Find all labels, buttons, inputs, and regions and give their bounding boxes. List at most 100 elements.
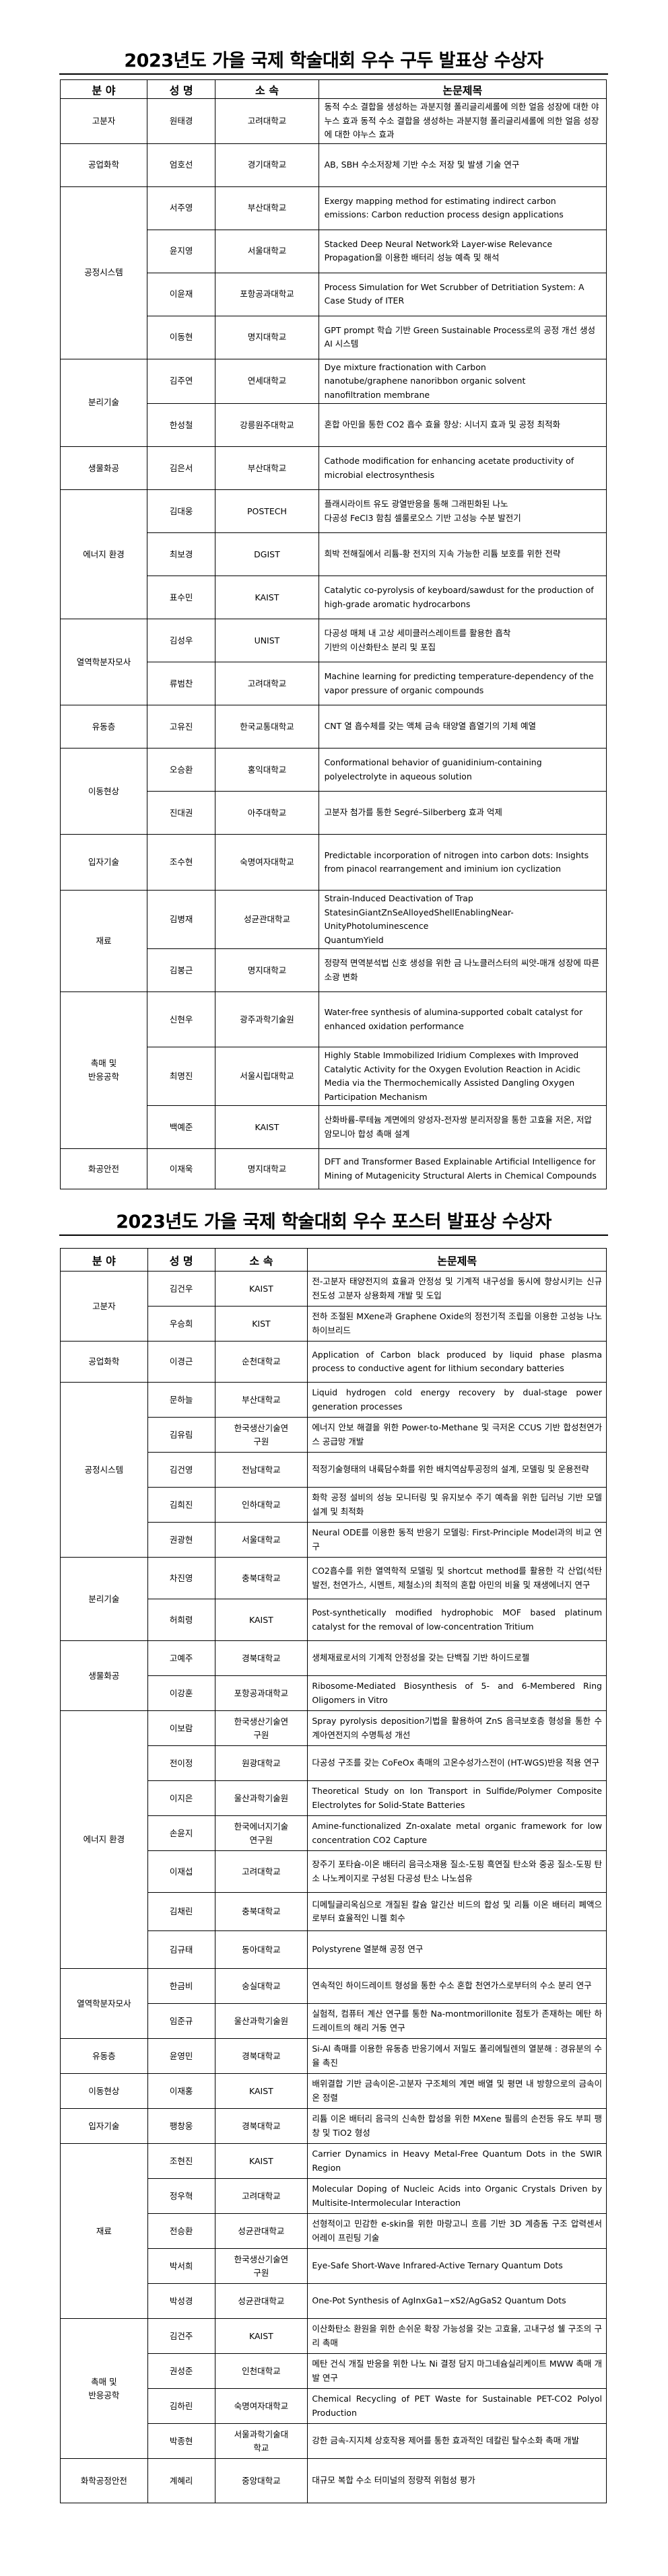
table-row: 이강훈 포항공과대학교 Ribosome-Mediated Biosynthesis… xyxy=(61,1675,607,1711)
poster-award-title: 2023년도 가을 국제 학술대회 우수 포스터 발표상 수상자 xyxy=(59,1207,608,1236)
paper-title-cell: 배위결합 기반 금속이온-고분자 구조체의 계면 배열 및 평면 내 방향으로의… xyxy=(307,2073,607,2109)
name-cell: 조현진 xyxy=(147,2143,215,2179)
affiliation-cell: 충북대학교 xyxy=(214,1892,308,1931)
name-cell: 고예주 xyxy=(147,1640,215,1676)
affiliation-cell: 연세대학교 xyxy=(215,358,319,404)
paper-title-cell: 플래시라이트 유도 광열반응을 통해 그래핀화된 나노 다공성 FeCl3 함침… xyxy=(318,489,607,533)
affiliation-cell: 한국생산기술연 구원 xyxy=(214,1710,308,1746)
name-cell: 윤지영 xyxy=(146,229,216,273)
field-cell: 분리기술 xyxy=(60,358,147,447)
table-row: 권성준 인천대학교 메탄 건식 개질 반응을 위한 나노 Ni 결정 담지 마그네슘… xyxy=(61,2353,607,2389)
affiliation-cell: 경기대학교 xyxy=(215,143,319,187)
header-field: 분 야 xyxy=(60,1248,148,1272)
table-row: 김채린 충북대학교 디메틸글리옥심으로 개질된 칼슘 알긴산 비드의 합성 및 리튬… xyxy=(61,1892,607,1931)
affiliation-cell: 고려대학교 xyxy=(214,2178,308,2214)
table-row: 화공안전 이재욱 명지대학교 DFT and Transformer Based Ex… xyxy=(60,1148,607,1189)
header-paper-title: 논문제목 xyxy=(318,79,607,99)
header-paper-title: 논문제목 xyxy=(307,1248,607,1272)
paper-title-cell: Amine-functionalized Zn-oxalate metal or… xyxy=(307,1815,607,1851)
field-cell: 입자기술 xyxy=(60,834,147,891)
paper-title-cell: Machine learning for predicting temperat… xyxy=(318,662,607,705)
table-row: 분리기술 차진영 충북대학교 CO2흡수를 위한 열역학적 모델링 및 shortcu… xyxy=(60,1557,607,1641)
name-cell: 김은서 xyxy=(146,446,216,490)
affiliation-cell: 부산대학교 xyxy=(215,186,319,230)
poster-award-table: 분 야 성 명 소 속 논문제목 고분자 김건우 KAIST 전-고분자 태양전지의 … xyxy=(60,1248,607,2503)
affiliation-cell: 부산대학교 xyxy=(215,446,319,490)
affiliation-cell: 울산과학기술원 xyxy=(214,2003,308,2039)
paper-title-cell: Exergy mapping method for estimating ind… xyxy=(318,186,607,230)
affiliation-cell: KAIST xyxy=(214,2073,308,2109)
table-row: 백예준 KAIST 산화바륨-루테늄 계면에의 양성자-전자쌍 분리저장을 통한 고… xyxy=(61,1105,607,1149)
name-cell: 문하늘 xyxy=(147,1382,215,1418)
affiliation-cell: 광주과학기술원 xyxy=(215,991,319,1047)
name-cell: 권성준 xyxy=(147,2353,215,2389)
table-row: 진대권 아주대학교 고분자 첨가를 통한 Segré–Silberberg 효과 억… xyxy=(61,791,607,835)
name-cell: 백예준 xyxy=(146,1105,216,1149)
paper-title-cell: 전하 조절된 MXene과 Graphene Oxide의 정전기적 조립을 이… xyxy=(307,1306,607,1342)
table-row: 손윤지 한국에너지기술 연구원 Amine-functionalized Zn-ox… xyxy=(61,1815,607,1851)
affiliation-cell: 경북대학교 xyxy=(214,1640,308,1676)
paper-title-cell: 생체재료로서의 기계적 안정성을 갖는 단백질 기반 하이드로젤 xyxy=(307,1640,607,1676)
paper-title-cell: 대규모 복합 수소 터미널의 정량적 위험성 평가 xyxy=(307,2458,607,2503)
table-row: 이윤재 포항공과대학교 Process Simulation for Wet Scr… xyxy=(61,272,607,316)
affiliation-cell: 성균관대학교 xyxy=(214,2213,308,2249)
table-row: 류범찬 고려대학교 Machine learning for predicting … xyxy=(61,662,607,705)
affiliation-cell: POSTECH xyxy=(215,489,319,533)
table-row: 화학공정안전 계혜리 중앙대학교 대규모 복합 수소 터미널의 정량적 위험성 평가 xyxy=(60,2458,607,2503)
affiliation-cell: 동아대학교 xyxy=(214,1930,308,1969)
paper-title-cell: Post-synthetically modified hydrophobic … xyxy=(307,1599,607,1641)
affiliation-cell: 포항공과대학교 xyxy=(215,272,319,316)
affiliation-cell: 울산과학기술원 xyxy=(214,1780,308,1816)
affiliation-cell: 경북대학교 xyxy=(214,2038,308,2074)
table-row: 생물화공 김은서 부산대학교 Cathode modification for enh… xyxy=(60,446,607,490)
table-row: 정우혁 고려대학교 Molecular Doping of Nucleic Acid… xyxy=(61,2178,607,2214)
paper-title-cell: 장주기 포타슘-이온 배터리 음극소재용 질소-도핑 흑연질 탄소와 중공 질소… xyxy=(307,1850,607,1893)
name-cell: 전이정 xyxy=(147,1745,215,1781)
field-cell: 고분자 xyxy=(60,1271,148,1342)
table-row: 전이정 원광대학교 다공성 구조를 갖는 CoFeOx 촉매의 고온수성가스전이 (… xyxy=(61,1745,607,1781)
header-field: 분 야 xyxy=(60,79,147,99)
affiliation-cell: 충북대학교 xyxy=(214,1557,308,1599)
affiliation-cell: 한국교통대학교 xyxy=(215,705,319,749)
table-row: 임준규 울산과학기술원 실험적, 컴퓨터 계산 연구를 통한 Na-montmori… xyxy=(61,2003,607,2039)
table-row: 촉매 및 반응공학 김건주 KAIST 이산화탄소 환원을 위한 손쉬운 확장 가능성… xyxy=(60,2318,607,2459)
name-cell: 이경근 xyxy=(147,1341,215,1383)
field-cell: 재료 xyxy=(60,2143,148,2319)
name-cell: 김병재 xyxy=(146,890,216,949)
field-cell: 열역학분자모사 xyxy=(60,1968,148,2039)
paper-title-cell: AB, SBH 수소저장체 기반 수소 저장 및 발생 기술 연구 xyxy=(318,143,607,187)
table-row: 한성철 강릉원주대학교 혼합 아민을 통한 CO2 흡수 효율 향상: 시너지 효과… xyxy=(61,403,607,447)
affiliation-cell: 순천대학교 xyxy=(214,1341,308,1383)
paper-title-cell: Ribosome-Mediated Biosynthesis of 5- and… xyxy=(307,1675,607,1711)
field-cell: 분리기술 xyxy=(60,1557,148,1641)
table-row: 김건영 전남대학교 적정기술형태의 내륙담수화를 위한 배치역삼투공정의 설계, 모… xyxy=(61,1452,607,1488)
field-cell: 유동층 xyxy=(60,2038,148,2074)
name-cell: 김주연 xyxy=(146,358,216,404)
name-cell: 김대웅 xyxy=(146,489,216,533)
table-row: 표수민 KAIST Catalytic co-pyrolysis of keyboa… xyxy=(61,576,607,619)
affiliation-cell: 원광대학교 xyxy=(214,1745,308,1781)
table-row: 김하린 숙명여자대학교 Chemical Recycling of PET Wast… xyxy=(61,2388,607,2424)
table-row: 열역학분자모사 김성우 UNIST 다공성 매체 내 고상 세미클러스레이트를 활용한… xyxy=(60,619,607,705)
affiliation-cell: 고려대학교 xyxy=(215,662,319,705)
header-name: 성 명 xyxy=(146,79,216,99)
paper-title-cell: CO2흡수를 위한 열역학적 모델링 및 shortcut method를 활용… xyxy=(307,1557,607,1599)
table-row: 입자기술 팽창웅 경북대학교 리튬 이온 배터리 음극의 신속한 합성을 위한 MXe… xyxy=(60,2108,607,2144)
name-cell: 허희령 xyxy=(147,1599,215,1641)
name-cell: 표수민 xyxy=(146,576,216,619)
affiliation-cell: 성균관대학교 xyxy=(215,890,319,949)
table-row: 박종현 서울과학기술대 학교 강한 금속-지지체 상호작용 제어를 통한 효과적인 … xyxy=(61,2423,607,2459)
paper-title-cell: 실험적, 컴퓨터 계산 연구를 통한 Na-montmorillonite 점토… xyxy=(307,2003,607,2039)
paper-title-cell: Application of Carbon black produced by … xyxy=(307,1341,607,1383)
table-row: 고분자 김건우 KAIST 전-고분자 태양전지의 효율과 안정성 및 기계적 내구성… xyxy=(60,1271,607,1342)
name-cell: 임준규 xyxy=(147,2003,215,2039)
affiliation-cell: 인천대학교 xyxy=(214,2353,308,2389)
name-cell: 권광현 xyxy=(147,1522,215,1558)
name-cell: 이재욱 xyxy=(146,1148,216,1189)
affiliation-cell: 포항공과대학교 xyxy=(214,1675,308,1711)
name-cell: 한금비 xyxy=(147,1968,215,2004)
paper-title-cell: 다공성 구조를 갖는 CoFeOx 촉매의 고온수성가스전이 (HT-WGS)반… xyxy=(307,1745,607,1781)
field-cell: 화공안전 xyxy=(60,1148,147,1189)
paper-title-cell: Dye mixture fractionation with Carbon na… xyxy=(318,358,607,404)
paper-title-cell: Carrier Dynamics in Heavy Metal-Free Qua… xyxy=(307,2143,607,2179)
